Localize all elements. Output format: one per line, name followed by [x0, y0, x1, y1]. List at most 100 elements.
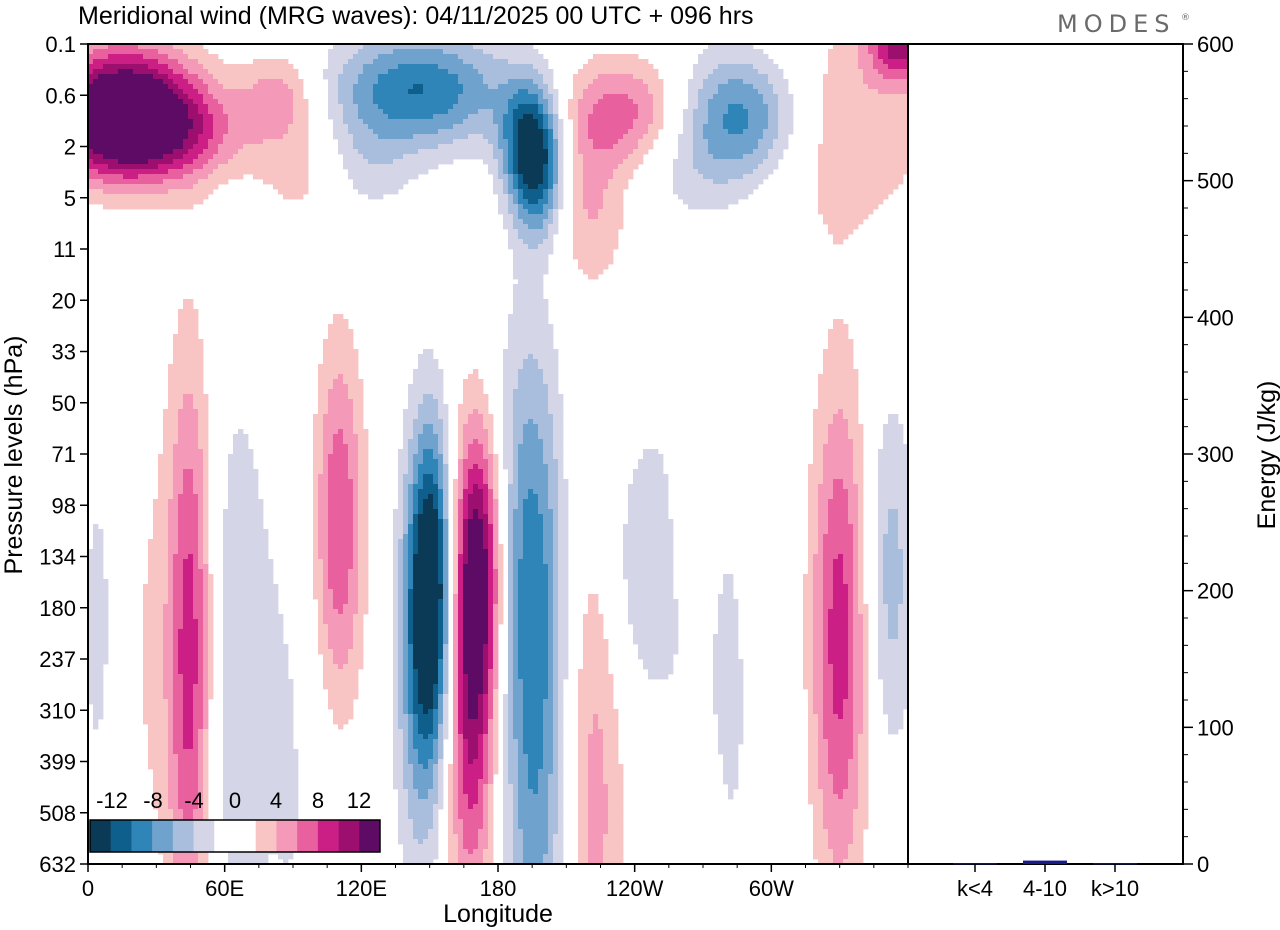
heatmap-cell: [343, 64, 364, 70]
heatmap-cell: [168, 769, 179, 775]
heatmap-cell: [223, 599, 279, 605]
heatmap-cell: [223, 664, 289, 670]
heatmap-cell: [318, 609, 324, 615]
heatmap-cell: [803, 684, 814, 690]
heatmap-cell: [553, 114, 559, 120]
heatmap-cell: [173, 479, 184, 485]
heatmap-cell: [478, 514, 489, 520]
heatmap-cell: [818, 179, 904, 185]
heatmap-cell: [178, 754, 199, 760]
heatmap-cell: [828, 639, 849, 645]
heatmap-cell: [503, 384, 519, 390]
heatmap-cell: [168, 404, 184, 410]
heatmap-cell: [168, 364, 204, 370]
heatmap-cell: [398, 669, 404, 675]
heatmap-cell: [408, 439, 419, 445]
heatmap-cell: [513, 299, 549, 305]
heatmap-cell: [398, 799, 409, 805]
heatmap-cell: [193, 689, 204, 695]
heatmap-cell: [808, 514, 819, 520]
heatmap-cell: [518, 779, 529, 785]
heatmap-cell: [468, 684, 484, 690]
heatmap-cell: [368, 194, 384, 200]
heatmap-cell: [453, 794, 459, 800]
pressure-tick-label: 11: [53, 237, 76, 262]
heatmap-cell: [548, 794, 559, 800]
heatmap-cell: [558, 569, 569, 575]
heatmap-cell: [558, 529, 569, 535]
heatmap-cell: [813, 554, 824, 560]
heatmap-cell: [88, 194, 209, 200]
heatmap-cell: [333, 44, 364, 50]
heatmap-cell: [203, 694, 209, 700]
heatmap-cell: [168, 169, 194, 175]
heatmap-cell: [323, 439, 334, 445]
heatmap-cell: [93, 149, 174, 155]
heatmap-cell: [398, 499, 404, 505]
heatmap-cell: [588, 609, 599, 615]
heatmap-cell: [523, 504, 539, 510]
heatmap-cell: [548, 474, 559, 480]
heatmap-cell: [578, 99, 599, 105]
heatmap-cell: [753, 169, 774, 175]
heatmap-cell: [408, 579, 414, 585]
heatmap-cell: [518, 664, 549, 670]
heatmap-cell: [828, 329, 849, 335]
heatmap-cell: [403, 594, 409, 600]
heatmap-cell: [398, 839, 419, 845]
heatmap-cell: [463, 384, 484, 390]
heatmap-cell: [353, 539, 359, 545]
heatmap-cell: [548, 164, 554, 170]
heatmap-cell: [888, 509, 899, 515]
heatmap-cell: [718, 64, 754, 70]
heatmap-cell: [403, 494, 409, 500]
heatmap-cell: [193, 169, 214, 175]
heatmap-cell: [833, 674, 849, 680]
heatmap-cell: [508, 774, 519, 780]
heatmap-cell: [853, 699, 864, 705]
heatmap-cell: [173, 704, 184, 710]
heatmap-cell: [468, 474, 484, 480]
heatmap-cell: [413, 734, 424, 740]
heatmap-cell: [403, 474, 414, 480]
heatmap-cell: [223, 574, 274, 580]
heatmap-cell: [158, 494, 174, 500]
heatmap-cell: [823, 104, 909, 110]
heatmap-cell: [858, 749, 869, 755]
heatmap-cell: [818, 189, 894, 195]
heatmap-cell: [498, 594, 504, 600]
chart-title: Meridional wind (MRG waves): 04/11/2025 …: [78, 2, 754, 30]
heatmap-cell: [493, 189, 504, 195]
heatmap-cell: [423, 499, 434, 505]
heatmap-cell: [318, 644, 329, 650]
heatmap-cell: [508, 689, 514, 695]
heatmap-cell: [358, 544, 369, 550]
heatmap-cell: [508, 569, 514, 575]
heatmap-cell: [853, 464, 864, 470]
heatmap-cell: [823, 644, 829, 650]
heatmap-cell: [558, 154, 564, 160]
heatmap-cell: [458, 489, 464, 495]
heatmap-cell: [543, 444, 554, 450]
heatmap-cell: [173, 669, 179, 675]
heatmap-cell: [488, 754, 494, 760]
heatmap-cell: [343, 609, 359, 615]
heatmap-cell: [538, 84, 549, 90]
heatmap-cell: [448, 854, 459, 860]
heatmap-cell: [173, 359, 204, 365]
heatmap-cell: [503, 149, 509, 155]
heatmap-cell: [548, 144, 554, 150]
heatmap-cell: [493, 704, 499, 710]
heatmap-cell: [748, 114, 769, 120]
heatmap-cell: [438, 579, 444, 585]
heatmap-cell: [573, 219, 624, 225]
heatmap-cell: [498, 174, 509, 180]
heatmap-cell: [438, 414, 449, 420]
heatmap-cell: [488, 449, 494, 455]
heatmap-cell: [818, 529, 829, 535]
heatmap-cell: [848, 639, 854, 645]
heatmap-cell: [443, 569, 449, 575]
heatmap-cell: [403, 514, 409, 520]
heatmap-cell: [853, 469, 864, 475]
heatmap-cell: [523, 839, 549, 845]
